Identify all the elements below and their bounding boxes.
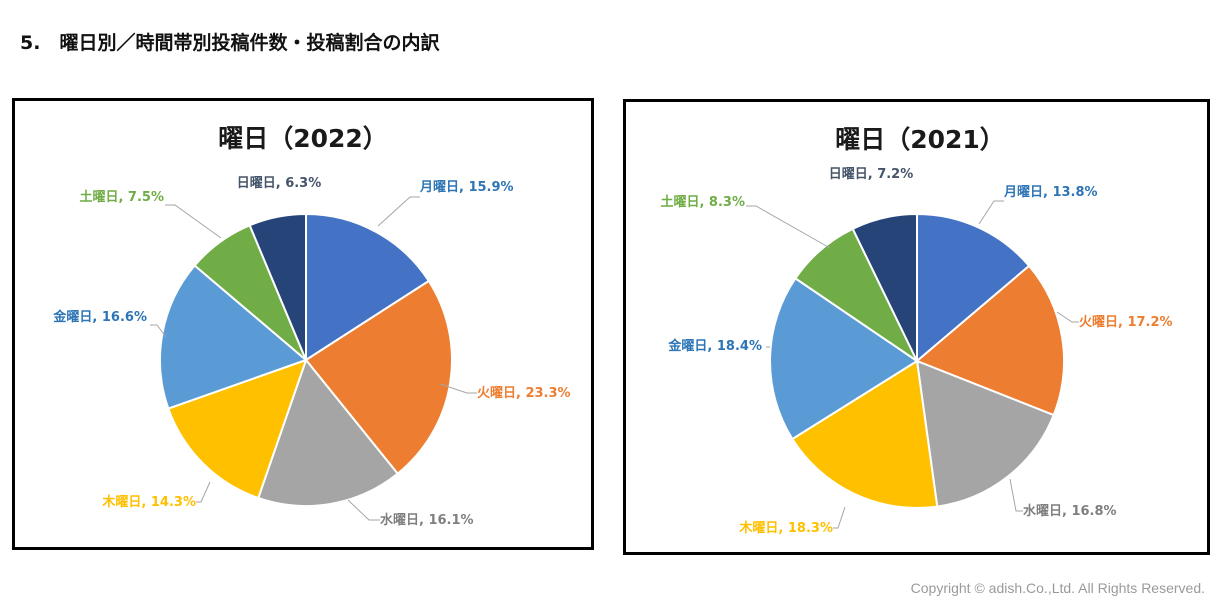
pie-slice-thu-2021 xyxy=(791,359,939,510)
slice-label-thu-2021: 木曜日, 18.3% xyxy=(738,520,833,536)
slice-label-mon-2022: 月曜日, 15.9% xyxy=(419,180,514,195)
leader-line-fri-2022 xyxy=(150,324,167,338)
slice-label-mon-2021: 月曜日, 13.8% xyxy=(1003,185,1098,200)
leader-line-wed-2021 xyxy=(1009,478,1023,512)
pie-slice-fri-2022 xyxy=(159,264,308,410)
slice-label-sun-2022: 日曜日, 6.3% xyxy=(237,176,322,191)
chart-panel-2021: 曜日（2021） 月曜日, 13.8% 火曜日, 17.2% 水曜日, 16.8% 木… xyxy=(623,99,1210,555)
leader-line-thu-2021 xyxy=(833,506,846,529)
leader-line-wed-2022 xyxy=(347,499,380,521)
pie-slice-sun-2022 xyxy=(248,212,307,361)
slice-label-fri-2022: 金曜日, 16.6% xyxy=(52,309,147,325)
pie-slices-2021 xyxy=(769,212,1065,510)
leader-lines-2022 xyxy=(150,196,477,521)
slice-labels-2022: 月曜日, 15.9% 火曜日, 23.3% 水曜日, 16.1% 木曜日, 14.3%… xyxy=(52,176,570,528)
slice-label-tue-2021: 火曜日, 17.2% xyxy=(1079,315,1173,330)
leader-line-mon-2021 xyxy=(978,200,1004,225)
chart-title-2021: 曜日（2021） xyxy=(835,125,1005,154)
pie-slice-tue-2022 xyxy=(304,279,453,476)
pie-slice-mon-2022 xyxy=(305,212,431,362)
leader-line-tue-2022 xyxy=(439,383,477,394)
copyright-notice: Copyright © adish.Co.,Ltd. All Rights Re… xyxy=(910,580,1205,596)
slice-label-thu-2022: 木曜日, 14.3% xyxy=(101,494,196,510)
leader-line-sat-2021 xyxy=(746,205,831,249)
chart-title-2022: 曜日（2022） xyxy=(218,124,388,153)
pie-slice-sun-2021 xyxy=(851,212,918,362)
page-heading: 5. 曜日別／時間帯別投稿件数・投稿割合の内訳 xyxy=(20,32,440,54)
leader-lines-2021 xyxy=(746,200,1079,529)
slice-label-sat-2021: 土曜日, 8.3% xyxy=(660,194,745,210)
slice-label-wed-2022: 水曜日, 16.1% xyxy=(380,512,474,528)
pie-slice-tue-2021 xyxy=(915,264,1065,417)
leader-line-tue-2021 xyxy=(1056,311,1079,323)
pie-slice-wed-2021 xyxy=(915,359,1055,508)
pie-slice-fri-2021 xyxy=(769,276,919,441)
slice-label-sat-2022: 土曜日, 7.5% xyxy=(79,189,164,205)
slice-label-tue-2022: 火曜日, 23.3% xyxy=(477,386,571,401)
slice-label-fri-2021: 金曜日, 18.4% xyxy=(667,338,762,354)
slice-label-sun-2021: 日曜日, 7.2% xyxy=(829,167,914,182)
pie-slices-2022 xyxy=(159,212,453,508)
pie-slice-mon-2021 xyxy=(916,212,1031,364)
leader-line-sat-2022 xyxy=(165,204,222,239)
leader-line-thu-2022 xyxy=(196,481,211,503)
chart-panel-2022: 曜日（2022） 月曜日, 15.9% 火曜日, 23.3% 水曜日, 16.1% 木… xyxy=(12,98,594,550)
pie-chart-2021: 曜日（2021） 月曜日, 13.8% 火曜日, 17.2% 水曜日, 16.8% 木… xyxy=(660,125,1172,536)
pie-slice-wed-2022 xyxy=(256,357,400,508)
pie-chart-2022: 曜日（2022） 月曜日, 15.9% 火曜日, 23.3% 水曜日, 16.1% 木… xyxy=(52,124,570,528)
leader-line-mon-2022 xyxy=(377,196,420,227)
pie-slice-thu-2022 xyxy=(167,358,308,500)
slice-label-wed-2021: 水曜日, 16.8% xyxy=(1023,503,1117,519)
slice-labels-2021: 月曜日, 13.8% 火曜日, 17.2% 水曜日, 16.8% 木曜日, 18.3%… xyxy=(660,167,1172,536)
